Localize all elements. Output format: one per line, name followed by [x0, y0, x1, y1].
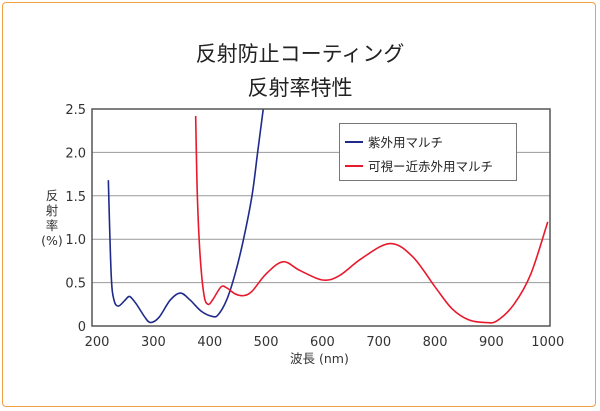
legend-item-vis-nir: 可視ー近赤外用マルチ	[345, 156, 493, 175]
legend-label: 紫外用マルチ	[368, 135, 444, 150]
series-line-uv	[107, 108, 265, 324]
y-tick-label: 2.0	[65, 146, 86, 161]
x-tick-label: 300	[141, 335, 166, 350]
x-tick-label: 800	[423, 335, 448, 350]
y-tick-label: 2.5	[65, 103, 86, 118]
y-tick-label: 1.5	[65, 190, 86, 205]
chart-subtitle: 反射率特性	[247, 76, 353, 100]
x-tick-label: 900	[479, 335, 504, 350]
x-tick-label: 200	[85, 335, 110, 350]
plot-frame	[91, 108, 551, 327]
legend: 紫外用マルチ 可視ー近赤外用マルチ	[339, 123, 517, 181]
y-tick-label: 1.0	[65, 233, 86, 248]
legend-item-uv: 紫外用マルチ	[345, 132, 443, 151]
y-label-char: 反	[45, 188, 59, 203]
image-frame	[2, 2, 596, 407]
x-tick-label: 500	[254, 335, 279, 350]
x-axis-label: 波長 (nm)	[290, 351, 349, 366]
x-tick-label: 1000	[531, 335, 564, 350]
chart-title: 反射防止コーティング	[195, 42, 405, 66]
legend-swatch	[345, 140, 363, 143]
y-label-char: 率	[45, 218, 59, 233]
legend-swatch	[345, 164, 363, 167]
x-tick-label: 700	[366, 335, 391, 350]
y-tick-label: 0.5	[65, 277, 86, 292]
y-tick-label: 0	[78, 320, 86, 335]
y-axis-label: 反 射 率 (%)	[38, 188, 66, 248]
y-label-char: 射	[45, 203, 59, 218]
series-line-vis-nir	[194, 115, 549, 324]
legend-label: 可視ー近赤外用マルチ	[368, 159, 494, 174]
x-tick-label: 600	[310, 335, 335, 350]
x-tick-label: 400	[197, 335, 222, 350]
y-label-unit: (%)	[41, 233, 63, 248]
